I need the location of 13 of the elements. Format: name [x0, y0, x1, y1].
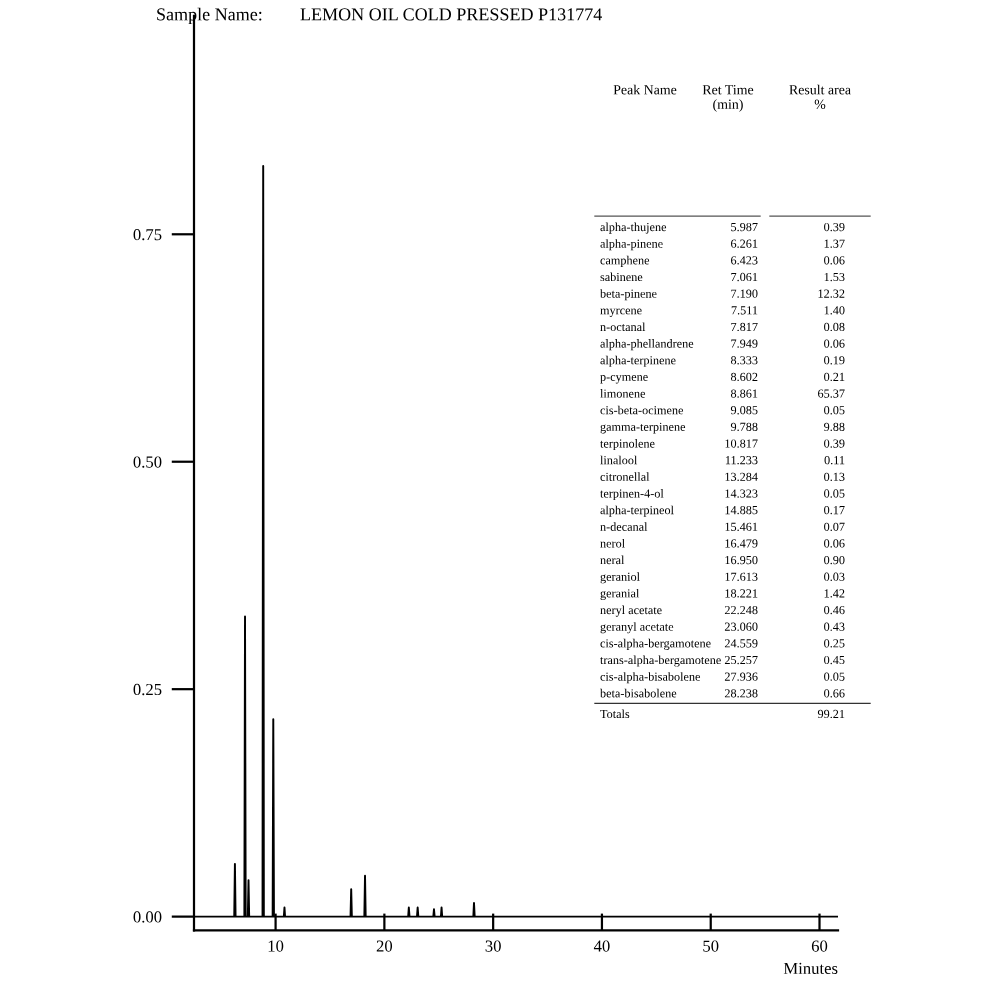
x-tick-label: 40: [593, 940, 610, 952]
y-tick-label: 0.00: [133, 911, 162, 923]
chart-title: LEMON OIL COLD PRESSED P131774: [300, 8, 602, 21]
y-tick-label: 0.50: [133, 456, 162, 468]
y-tick-label: 0.25: [133, 683, 162, 696]
x-tick-label: 50: [703, 940, 719, 952]
x-tick-label: 10: [268, 940, 284, 952]
x-axis-title: Minutes: [783, 962, 838, 974]
x-tick-label: 30: [485, 940, 501, 952]
x-tick-label: 20: [376, 940, 393, 952]
annotation: Sample Name:: [157, 7, 262, 25]
x-tick-label: 60: [811, 940, 828, 952]
y-tick-label: 0.75: [133, 228, 162, 241]
